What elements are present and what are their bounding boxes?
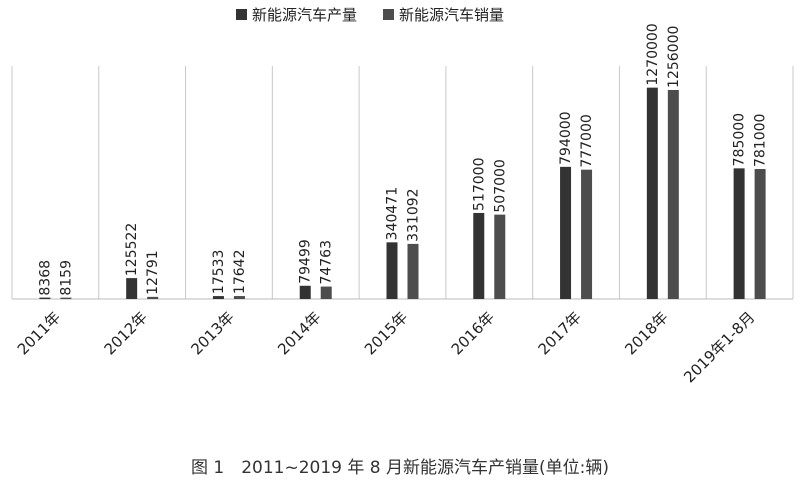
data-label: 74763	[319, 240, 335, 285]
bar-sales	[754, 169, 766, 299]
x-tick-label: 2015年	[361, 308, 411, 358]
bar-sales	[60, 297, 72, 299]
bar-production	[212, 296, 224, 299]
legend: 新能源汽车产量 新能源汽车销量	[236, 6, 504, 24]
data-label: 125522	[124, 223, 140, 276]
data-label: 781000	[753, 114, 769, 167]
x-tick-label: 2013年	[187, 308, 237, 358]
bar-sales	[667, 89, 679, 299]
data-label: 340471	[385, 187, 401, 240]
x-tick-label: 2016年	[448, 308, 498, 358]
figure-caption: 图 1 2011~2019 年 8 月新能源汽车产销量(单位:辆)	[190, 458, 609, 478]
bar-sales	[581, 169, 593, 299]
legend-swatch-production	[236, 9, 247, 20]
bar-sales	[494, 214, 506, 299]
x-tick-label: 2011年	[14, 308, 64, 358]
bar-sales	[233, 296, 245, 299]
legend-label-production: 新能源汽车产量	[252, 6, 357, 24]
category-gridlines	[11, 66, 794, 299]
bar-production	[560, 166, 572, 299]
bar-production	[386, 242, 398, 299]
x-tick-label: 2012年	[101, 308, 151, 358]
bar-production	[646, 87, 658, 299]
bar-production	[299, 285, 311, 299]
data-labels: 8368 8159 125522 12791 17533 17642 79499 74763 3…	[37, 23, 768, 295]
x-tick-label: 2017年	[535, 308, 585, 358]
x-tick-label: 2014年	[274, 308, 324, 358]
data-label: 17533	[211, 250, 227, 295]
legend-swatch-sales	[383, 9, 394, 20]
data-label: 8159	[58, 260, 74, 296]
data-label: 1256000	[666, 26, 682, 88]
data-label: 8368	[37, 260, 53, 296]
data-label: 517000	[471, 158, 487, 211]
data-label: 331092	[406, 188, 422, 241]
data-label: 79499	[298, 239, 314, 284]
data-label: 777000	[579, 114, 595, 167]
data-label: 17642	[232, 250, 248, 295]
x-tick-label: 2018年	[621, 308, 671, 358]
data-label: 794000	[558, 111, 574, 164]
x-tick-label: 2019年1-8月	[680, 308, 758, 386]
bar-production	[39, 297, 51, 299]
data-label: 12791	[145, 250, 161, 295]
legend-label-sales: 新能源汽车销量	[399, 6, 504, 24]
data-label: 507000	[492, 159, 508, 212]
bar-sales	[407, 243, 419, 299]
bar-sales	[147, 296, 159, 299]
bar-production	[733, 168, 745, 299]
bar-sales	[320, 286, 332, 299]
bar-production	[126, 278, 138, 299]
x-tick-labels: 2011年 2012年 2013年 2014年 2015年 2016年 2017年 2018年…	[14, 308, 759, 386]
bars	[39, 87, 766, 299]
data-label: 785000	[732, 113, 748, 166]
data-label: 1270000	[645, 23, 661, 85]
bar-production	[473, 212, 485, 299]
